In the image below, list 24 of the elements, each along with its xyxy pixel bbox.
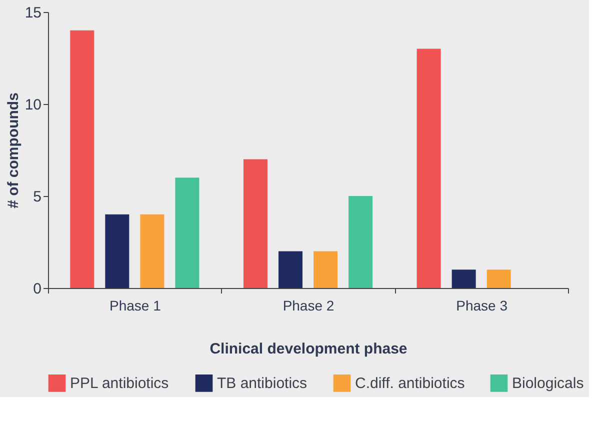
legend-label: TB antibiotics (217, 375, 308, 392)
bar (70, 30, 94, 288)
x-axis-title: Clinical development phase (210, 340, 408, 358)
x-tick-label: Phase 3 (456, 298, 508, 314)
y-tick-label: 5 (33, 188, 42, 206)
bar (348, 196, 373, 288)
y-tick-label: 0 (33, 280, 42, 298)
bar (486, 270, 511, 288)
bar (314, 251, 338, 288)
x-tick-label: Phase 2 (282, 298, 334, 314)
bar (243, 159, 268, 288)
bar (140, 214, 164, 288)
bar (105, 214, 130, 288)
legend-label: PPL antibiotics (70, 375, 169, 392)
bar (278, 251, 302, 288)
legend-label: Biologicals (512, 375, 584, 392)
y-axis-title: # of compounds (4, 92, 22, 208)
x-tick-label: Phase 1 (109, 298, 162, 314)
bar (175, 178, 200, 288)
legend-label: C.diff. antibiotics (355, 375, 465, 392)
y-tick-label: 15 (24, 4, 42, 22)
bar (452, 270, 476, 288)
bar (416, 48, 441, 288)
y-tick-label: 10 (24, 96, 42, 114)
